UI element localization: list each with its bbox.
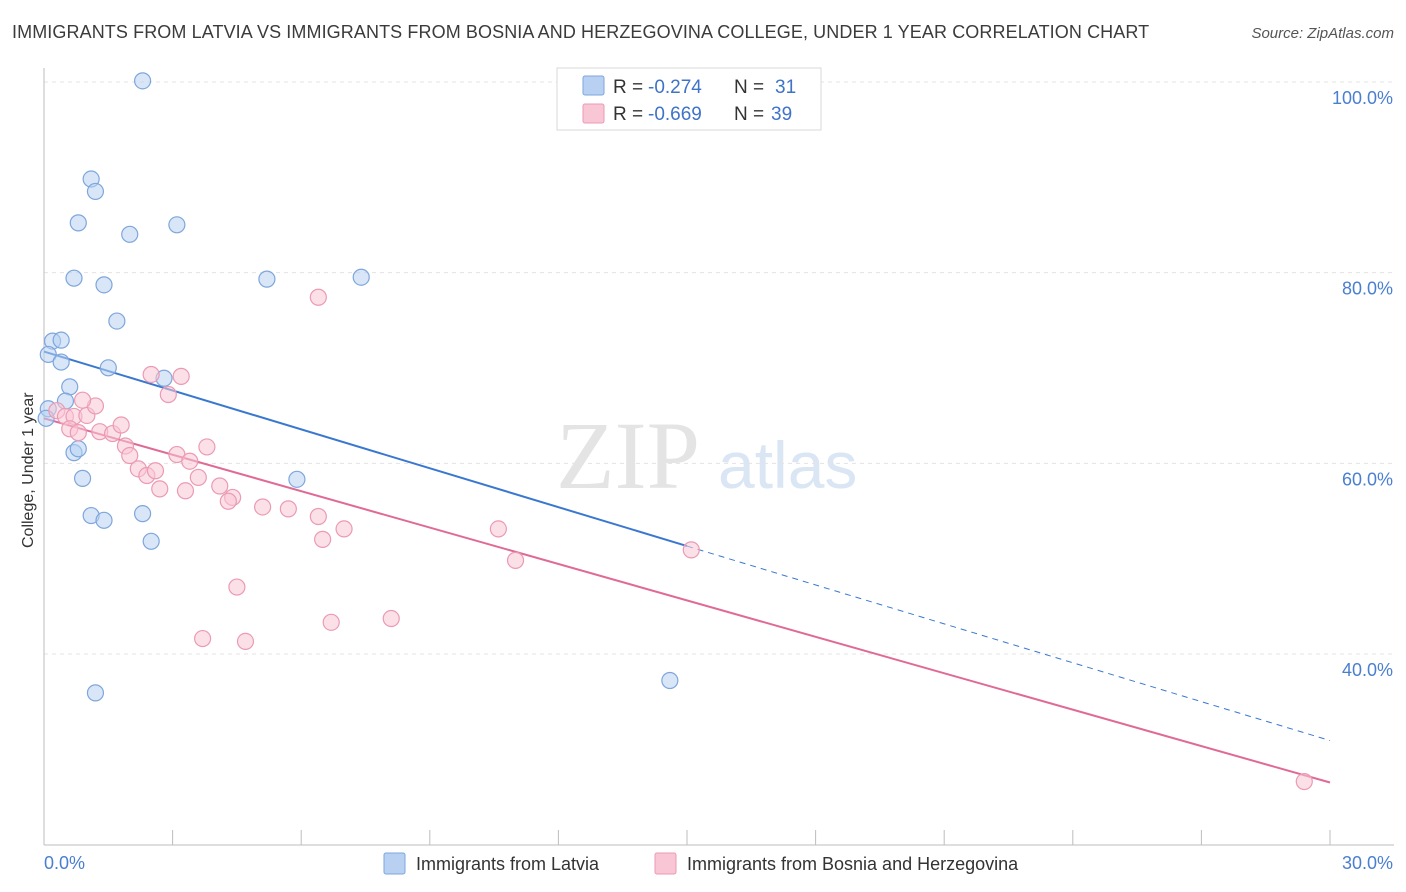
latvia-point xyxy=(121,225,139,243)
bosnia-point xyxy=(254,498,272,516)
bosnia-point xyxy=(219,492,237,510)
latvia-point xyxy=(258,270,276,288)
x-tick-label-left: 0.0% xyxy=(44,853,85,873)
bosnia-point xyxy=(382,609,400,628)
latvia-trend-line xyxy=(43,350,688,548)
bosnia-point xyxy=(322,613,340,631)
latvia-n-label: N = xyxy=(734,77,764,98)
latvia-point xyxy=(168,216,186,234)
latvia-trend-extension xyxy=(686,545,1331,742)
bosnia-point xyxy=(146,462,165,480)
y-tick-label: 100.0% xyxy=(1332,88,1393,108)
bosnia-point xyxy=(198,438,216,456)
bosnia-point xyxy=(236,632,255,651)
latvia-point xyxy=(142,532,160,550)
latvia-point xyxy=(69,440,87,458)
bosnia-r-label: R = xyxy=(613,104,643,125)
bosnia-point xyxy=(189,468,207,487)
bosnia-point xyxy=(1295,772,1313,791)
bosnia-point xyxy=(309,507,327,526)
bosnia-n-label: N = xyxy=(734,104,764,125)
bosnia-n-value: 39 xyxy=(771,104,792,125)
latvia-point xyxy=(661,671,679,690)
latvia-point xyxy=(95,276,113,294)
latvia-point xyxy=(95,511,113,529)
bosnia-point xyxy=(73,391,92,409)
latvia-point xyxy=(288,470,306,488)
bosnia-point xyxy=(159,385,177,404)
axes xyxy=(43,68,1394,846)
bosnia-point xyxy=(309,288,327,306)
bosnia-point xyxy=(112,416,130,434)
bosnia-point xyxy=(335,520,353,538)
y-tick-label: 80.0% xyxy=(1342,279,1393,299)
y-tick-label: 60.0% xyxy=(1342,469,1393,489)
bosnia-point xyxy=(172,367,190,385)
latvia-point xyxy=(99,359,117,377)
latvia-point xyxy=(133,72,152,90)
latvia-r-value: -0.274 xyxy=(648,77,702,98)
y-axis-label: College, Under 1 year xyxy=(20,392,37,548)
latvia-point xyxy=(61,378,79,396)
latvia-point xyxy=(352,268,370,286)
bosnia-point xyxy=(682,541,700,559)
latvia-r-label: R = xyxy=(613,77,643,98)
latvia-n-value: 31 xyxy=(775,77,796,98)
tick-labels: 100.0% 80.0% 60.0% 40.0% 0.0% 30.0% xyxy=(44,88,1393,873)
latvia-point xyxy=(133,505,152,523)
bosnia-point xyxy=(181,452,199,470)
bosnia-swatch xyxy=(582,103,605,124)
trend-lines xyxy=(43,350,1331,784)
series-legend: Immigrants from Latvia Immigrants from B… xyxy=(383,852,1019,875)
latvia-point xyxy=(52,331,70,349)
bosnia-point xyxy=(151,480,169,498)
legend-latvia-swatch xyxy=(383,852,406,875)
latvia-point xyxy=(39,345,57,364)
chart-title: IMMIGRANTS FROM LATVIA VS IMMIGRANTS FRO… xyxy=(12,22,1150,42)
bosnia-point xyxy=(176,482,195,500)
x-tick-label-right: 30.0% xyxy=(1342,853,1393,873)
bosnia-r-value: -0.669 xyxy=(648,104,702,125)
watermark-zip: ZIP xyxy=(556,402,700,509)
legend-latvia-label: Immigrants from Latvia xyxy=(416,854,600,874)
bosnia-point xyxy=(121,446,139,465)
bosnia-point xyxy=(489,520,507,538)
watermark: ZIP atlas xyxy=(556,402,857,509)
bosnia-point xyxy=(279,500,297,518)
latvia-point xyxy=(108,312,126,330)
bosnia-point xyxy=(228,578,246,596)
bosnia-point xyxy=(506,551,525,569)
bosnia-point xyxy=(314,530,332,548)
y-tick-label: 40.0% xyxy=(1342,660,1393,680)
latvia-point xyxy=(69,214,87,232)
latvia-swatch xyxy=(582,75,605,96)
bosnia-trend-line xyxy=(43,417,1331,784)
latvia-point xyxy=(86,684,105,702)
data-points xyxy=(37,72,1313,791)
bosnia-point xyxy=(194,629,212,648)
legend-bosnia-label: Immigrants from Bosnia and Herzegovina xyxy=(687,854,1019,874)
bosnia-point xyxy=(211,477,229,495)
bosnia-point xyxy=(142,365,160,384)
legend-bosnia-swatch xyxy=(654,852,677,875)
watermark-atlas: atlas xyxy=(718,428,857,502)
bosnia-point xyxy=(69,424,87,442)
latvia-point xyxy=(73,469,92,487)
source-credit: Source: ZipAtlas.com xyxy=(1251,25,1394,42)
latvia-point xyxy=(86,182,105,201)
latvia-point xyxy=(65,269,83,287)
gridlines xyxy=(44,81,1394,655)
stats-legend: R = -0.274 N = 31 R = -0.669 N = 39 xyxy=(556,67,822,131)
latvia-point xyxy=(52,353,70,371)
